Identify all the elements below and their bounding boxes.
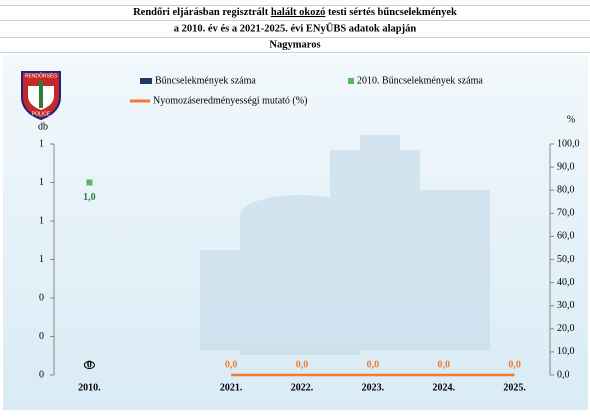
sheet-grid — [0, 5, 590, 53]
y2-tick-label: 100,0 — [557, 138, 580, 149]
data-label: 0,0 — [225, 359, 238, 370]
y-tick-label: 0 — [39, 369, 44, 380]
legend-label: 2010. Bűncselekmények száma — [357, 75, 483, 86]
logo-bottom: POLICE — [32, 111, 51, 117]
y2-tick-label: 40,0 — [557, 277, 575, 288]
label-box — [83, 361, 95, 369]
y2-tick-label: 60,0 — [557, 231, 575, 242]
legend-label: Nyomozáseredményességi mutató (%) — [153, 95, 307, 106]
data-label: 0,0 — [508, 359, 521, 370]
y-tick-label: 1 — [39, 138, 44, 149]
y2-tick-label: 20,0 — [557, 323, 575, 334]
chart-location: Nagymaros — [269, 39, 320, 50]
y-tick-label: 0 — [39, 331, 44, 342]
y2-tick-label: 50,0 — [557, 254, 575, 265]
y2-tick-label: 80,0 — [557, 184, 575, 195]
y-tick-label: 1 — [39, 177, 44, 188]
y-tick-label: 1 — [39, 254, 44, 265]
title-part: Rendőri eljárásban regisztrált — [133, 7, 271, 18]
x-tick-label: 2023. — [362, 382, 385, 393]
data-label: 1,0 — [83, 192, 96, 203]
chart-title: Rendőri eljárásban regisztrált halált ok… — [133, 7, 457, 18]
x-tick-label: 2025. — [503, 382, 526, 393]
x-tick-label: 2022. — [291, 382, 314, 393]
data-label: 0,0 — [296, 359, 309, 370]
y2-axis-label: % — [567, 114, 575, 125]
logo-top: RENDŐRSÉG — [25, 72, 57, 79]
title-part: testi sértés bűncselekmények — [325, 7, 457, 18]
legend-label: Bűncselekmények száma — [155, 75, 256, 86]
marker — [86, 179, 93, 186]
legend-swatch — [348, 78, 354, 84]
chart-subtitle: a 2010. év és a 2021-2025. évi ENyÜBS ad… — [174, 21, 417, 34]
title-part: halált okozó — [271, 7, 326, 18]
x-tick-label: 2024. — [432, 382, 455, 393]
police-logo: RENDŐRSÉG POLICE — [21, 71, 61, 121]
y2-tick-label: 10,0 — [557, 346, 575, 357]
y2-tick-label: 70,0 — [557, 208, 575, 219]
data-label: 0 — [87, 359, 92, 370]
x-tick-label: 2010. — [78, 382, 101, 393]
data-label: 0,0 — [437, 359, 450, 370]
building-image — [200, 135, 490, 355]
y2-tick-label: 0,0 — [557, 369, 570, 380]
y2-tick-label: 30,0 — [557, 300, 575, 311]
y-axis-label: db — [38, 121, 48, 132]
y-tick-label: 1 — [39, 215, 44, 226]
y-tick-label: 0 — [39, 292, 44, 303]
data-label: 0,0 — [367, 359, 380, 370]
y2-tick-label: 90,0 — [557, 161, 575, 172]
legend-swatch — [140, 78, 152, 84]
x-tick-label: 2021. — [220, 382, 243, 393]
